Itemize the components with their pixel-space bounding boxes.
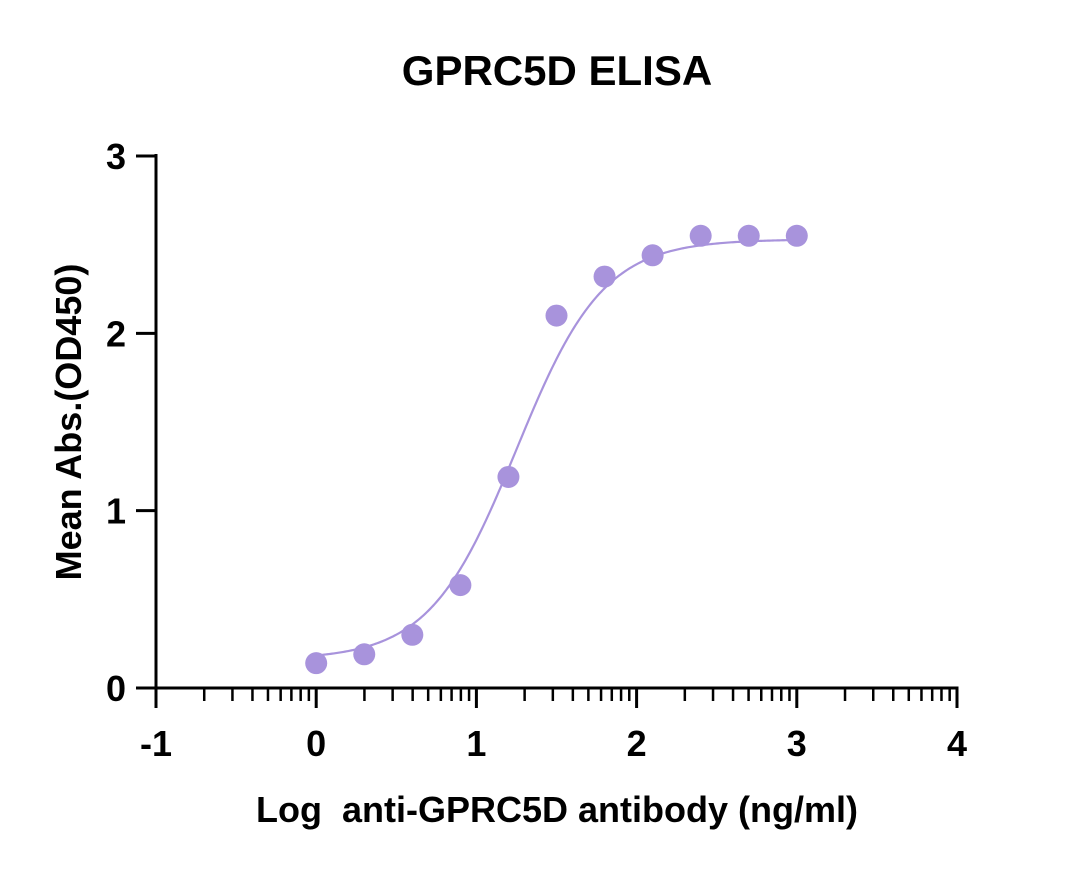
data-points	[305, 224, 808, 675]
data-point	[641, 244, 664, 267]
x-axis-label: Log anti-GPRC5D antibody (ng/ml)	[256, 789, 858, 830]
data-point	[785, 224, 808, 247]
data-point	[401, 623, 424, 646]
data-point	[737, 224, 760, 247]
x-tick-label: 4	[947, 723, 967, 764]
y-axis-label: Mean Abs.(OD450)	[48, 264, 89, 581]
axes	[154, 154, 959, 690]
x-axis-ticks: -1 0 1 2 3 4	[140, 688, 967, 764]
fit-curve	[316, 238, 797, 657]
x-tick-label: 1	[466, 723, 486, 764]
y-axis-ticks: 0 1 2 3	[106, 136, 156, 709]
data-point	[689, 224, 712, 247]
data-point	[449, 574, 472, 597]
x-tick-label: -1	[140, 723, 172, 764]
data-point	[497, 465, 520, 488]
x-tick-label: 3	[787, 723, 807, 764]
y-tick-label: 3	[106, 136, 126, 177]
data-point	[305, 652, 328, 675]
y-tick-label: 0	[106, 668, 126, 709]
y-tick-label: 2	[106, 313, 126, 354]
data-point	[353, 643, 376, 666]
x-tick-label: 0	[306, 723, 326, 764]
data-point	[545, 304, 568, 327]
data-point	[593, 265, 616, 288]
x-tick-label: 2	[627, 723, 647, 764]
fit-curve-group	[316, 238, 797, 657]
y-tick-label: 1	[106, 491, 126, 532]
chart-title: GPRC5D ELISA	[402, 47, 712, 94]
